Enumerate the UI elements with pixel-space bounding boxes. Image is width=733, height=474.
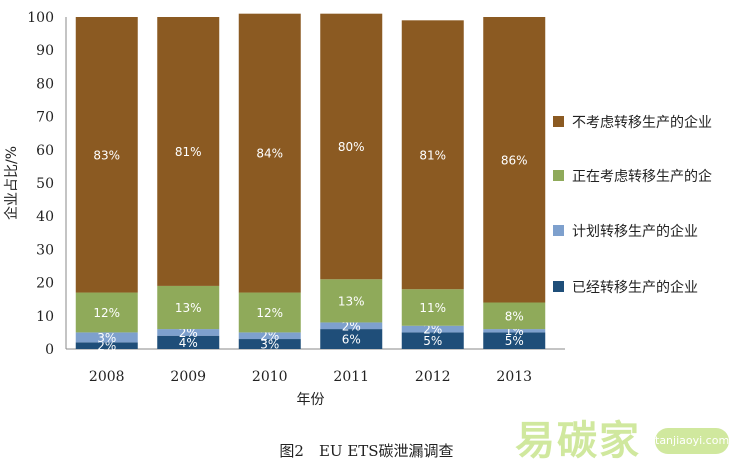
data-label: 13% xyxy=(338,294,365,308)
x-axis-title: 年份 xyxy=(297,392,325,408)
y-tick-label: 90 xyxy=(36,43,54,59)
figure-caption: 图2 EU ETS碳泄漏调查 xyxy=(279,442,454,460)
y-tick-label: 50 xyxy=(36,176,54,192)
bar-segment xyxy=(75,292,138,333)
legend-label: 计划转移生产的企业 xyxy=(572,223,698,240)
data-label: 3% xyxy=(260,338,279,352)
watermark-text: 易碳家 xyxy=(515,418,641,464)
bar-segment xyxy=(238,13,301,293)
data-label: 2% xyxy=(260,329,279,343)
data-label: 4% xyxy=(179,336,198,350)
y-tick-label: 40 xyxy=(36,209,54,225)
data-label: 81% xyxy=(419,148,446,162)
bar-segment xyxy=(483,302,546,330)
bar-segment xyxy=(75,17,138,293)
data-label: 2% xyxy=(179,326,198,340)
x-tick-label: 2011 xyxy=(333,369,369,385)
data-label: 12% xyxy=(256,306,283,320)
data-label: 81% xyxy=(175,145,202,159)
data-label: 11% xyxy=(419,301,446,315)
data-label: 5% xyxy=(505,334,524,348)
bar-segment xyxy=(157,335,220,349)
y-tick-label: 0 xyxy=(45,342,54,358)
legend-swatch xyxy=(553,116,564,127)
bar-segment xyxy=(401,20,464,290)
bar-segment xyxy=(483,17,546,303)
bar-segment xyxy=(401,325,464,333)
bar-segment xyxy=(75,332,138,343)
bar-segment xyxy=(238,339,301,349)
x-tick-label: 2009 xyxy=(170,369,206,385)
watermark-url: tanjiaoyi.com xyxy=(655,428,729,454)
bar-segment xyxy=(401,332,464,349)
data-label: 13% xyxy=(175,301,202,315)
x-tick-label: 2010 xyxy=(252,369,288,385)
bar-segment xyxy=(157,17,220,286)
data-label: 2% xyxy=(342,319,361,333)
y-tick-label: 80 xyxy=(36,76,54,92)
bar-segment xyxy=(483,329,546,333)
legend-label: 正在考虑转移生产的企 xyxy=(572,168,712,185)
legend-swatch xyxy=(553,170,564,181)
data-label: 12% xyxy=(93,306,120,320)
y-axis-title: 企业占比/% xyxy=(3,146,20,220)
data-label: 2% xyxy=(97,339,116,353)
data-label: 80% xyxy=(338,140,365,154)
bar-segment xyxy=(238,332,301,340)
bar-segment xyxy=(320,279,383,323)
bar-segment xyxy=(320,329,383,349)
y-tick-label: 10 xyxy=(36,309,54,325)
bar-segment xyxy=(75,342,138,349)
bar-segment xyxy=(483,332,546,349)
watermark-logo: 易碳家 tanjiaoyi.com xyxy=(515,408,730,466)
legend-swatch xyxy=(553,281,564,292)
bar-segment xyxy=(238,292,301,333)
bar-segment xyxy=(157,329,220,336)
x-tick-label: 2012 xyxy=(415,369,451,385)
data-label: 83% xyxy=(93,148,120,162)
legend-label: 不考虑转移生产的企业 xyxy=(572,114,712,131)
data-label: 3% xyxy=(97,331,116,345)
data-label: 84% xyxy=(256,147,283,161)
y-tick-label: 100 xyxy=(27,10,54,26)
legend-swatch xyxy=(553,225,564,236)
x-tick-label: 2008 xyxy=(89,369,125,385)
data-label: 2% xyxy=(423,323,442,337)
data-label: 6% xyxy=(342,333,361,347)
bar-segment xyxy=(157,285,220,330)
x-tick-label: 2013 xyxy=(496,369,532,385)
data-label: 86% xyxy=(501,153,528,167)
y-tick-label: 70 xyxy=(36,110,54,126)
legend-label: 已经转移生产的企业 xyxy=(572,279,698,296)
bar-segment xyxy=(320,322,383,330)
bar-segment xyxy=(320,13,383,280)
y-tick-label: 30 xyxy=(36,242,54,258)
data-label: 5% xyxy=(423,334,442,348)
y-tick-label: 60 xyxy=(36,143,54,159)
bar-segment xyxy=(401,289,464,326)
data-label: 8% xyxy=(505,309,524,323)
y-tick-label: 20 xyxy=(36,276,54,292)
